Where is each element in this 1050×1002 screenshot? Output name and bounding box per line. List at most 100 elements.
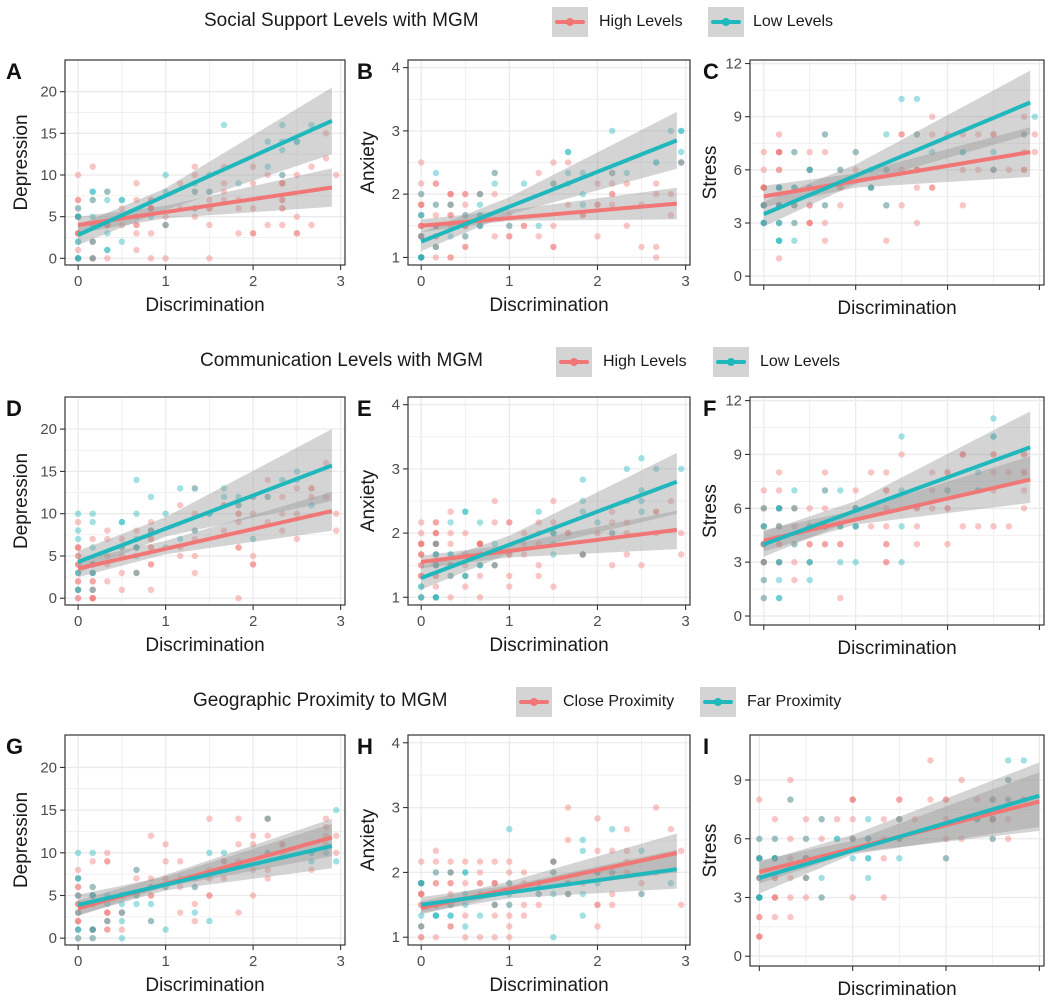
data-point	[235, 180, 242, 187]
data-point	[418, 212, 425, 219]
data-point	[535, 890, 542, 898]
data-point	[447, 858, 454, 865]
data-point	[462, 212, 469, 219]
data-point	[806, 166, 813, 173]
data-point	[147, 535, 155, 543]
data-point	[929, 131, 936, 138]
data-point	[520, 551, 528, 558]
data-point	[462, 190, 469, 198]
points-teal	[74, 806, 340, 942]
data-point	[667, 880, 675, 887]
data-point	[638, 243, 645, 251]
data-point	[852, 148, 859, 156]
data-point	[162, 926, 169, 933]
data-point	[550, 222, 557, 229]
data-point	[476, 858, 484, 865]
data-point	[432, 594, 440, 601]
data-point	[74, 213, 82, 220]
data-point	[191, 527, 198, 534]
data-point	[1005, 776, 1012, 784]
data-point	[883, 559, 890, 566]
data-point	[929, 148, 936, 156]
data-point	[133, 544, 140, 551]
data-point	[990, 451, 997, 458]
data-point	[447, 572, 454, 580]
data-point	[579, 497, 586, 505]
data-point	[118, 205, 126, 212]
data-point	[1020, 166, 1028, 173]
data-point	[791, 505, 798, 512]
data-point	[849, 796, 856, 803]
data-point	[806, 559, 813, 566]
data-point	[506, 869, 513, 876]
data-point	[609, 826, 616, 833]
data-point	[898, 523, 905, 530]
data-point	[206, 849, 213, 856]
data-point	[775, 219, 783, 227]
data-point	[264, 875, 271, 882]
data-point	[883, 541, 890, 548]
data-point	[609, 127, 616, 135]
axis-ticks: 0 1 2 3 0 5 10 15 20	[40, 84, 344, 290]
fit-line-teal	[763, 100, 1031, 216]
data-point	[432, 551, 440, 558]
data-point	[760, 202, 767, 209]
data-point	[462, 901, 469, 908]
panel-letter: E	[357, 396, 372, 421]
data-point	[609, 201, 616, 208]
data-point	[147, 892, 155, 899]
data-point	[667, 497, 675, 505]
data-point	[74, 569, 82, 577]
data-point	[133, 230, 140, 237]
data-point	[249, 561, 257, 568]
data-point	[506, 880, 513, 887]
data-point	[462, 583, 469, 590]
data-point	[476, 201, 484, 208]
y-tick-label: 6	[734, 500, 742, 517]
data-point	[989, 796, 996, 803]
data-point	[206, 188, 213, 195]
data-point	[756, 855, 763, 862]
x-tick-label: 3	[336, 613, 344, 630]
data-point	[333, 849, 340, 856]
data-point	[818, 874, 825, 882]
data-point	[775, 469, 783, 476]
x-tick-label: 3	[681, 613, 689, 630]
data-point	[775, 523, 783, 530]
data-point	[802, 835, 810, 842]
data-point	[491, 233, 498, 240]
data-point	[147, 917, 155, 925]
data-point	[550, 858, 557, 865]
data-point	[89, 892, 96, 899]
data-point	[191, 527, 198, 534]
data-point	[162, 171, 169, 179]
data-point	[678, 159, 685, 166]
data-point	[609, 869, 616, 876]
data-point	[837, 166, 844, 173]
data-point	[191, 883, 198, 891]
data-point	[990, 433, 997, 440]
data-point	[833, 835, 841, 842]
data-point	[775, 505, 783, 512]
data-point	[74, 586, 82, 593]
fit-line-red	[763, 477, 1031, 543]
data-point	[550, 934, 557, 941]
data-point	[118, 926, 126, 933]
data-point	[447, 912, 454, 919]
y-axis-title: Anxiety	[358, 808, 379, 871]
data-point	[883, 202, 890, 209]
data-point	[333, 527, 340, 534]
data-point	[418, 540, 425, 547]
data-point	[118, 518, 126, 526]
data-point	[760, 523, 767, 530]
data-point	[821, 469, 829, 476]
data-point	[579, 190, 586, 198]
data-point	[147, 205, 155, 212]
data-point	[564, 159, 572, 166]
legend-row-3: Geographic Proximity to MGM Close Proxim…	[0, 681, 1050, 721]
panel-border	[749, 59, 1045, 286]
panel-letter: H	[357, 734, 373, 759]
data-point	[177, 485, 184, 492]
